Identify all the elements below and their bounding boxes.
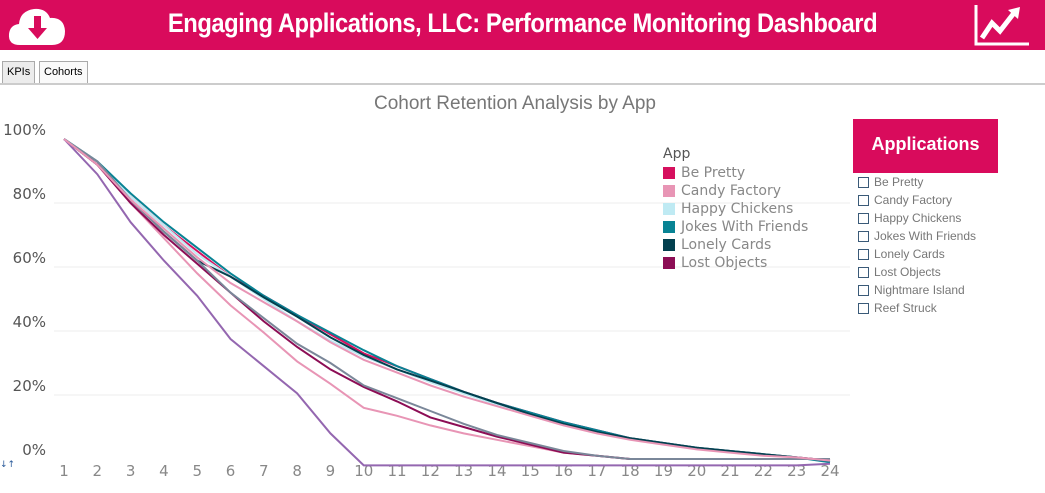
x-tick-label: 17 — [587, 462, 606, 480]
app-label: Nightmare Island — [874, 283, 965, 297]
app-checkbox[interactable] — [858, 194, 869, 206]
y-tick-label: 60% — [13, 249, 46, 267]
y-tick-label: 100% — [3, 121, 46, 139]
x-tick-label: 8 — [292, 462, 302, 480]
chart-title: Cohort Retention Analysis by App — [373, 93, 656, 114]
x-tick-label: 12 — [421, 462, 440, 480]
cloud-download-icon — [8, 8, 65, 45]
legend-label: Jokes With Friends — [681, 219, 809, 235]
x-tick-label: 5 — [192, 462, 202, 480]
legend-label: Happy Chickens — [681, 201, 794, 217]
app-filter-item[interactable]: Jokes With Friends — [858, 227, 998, 245]
app-checkbox[interactable] — [858, 302, 869, 314]
x-tick-label: 19 — [654, 462, 673, 480]
tab-cohorts[interactable]: Cohorts — [39, 61, 88, 83]
app-label: Happy Chickens — [874, 211, 962, 225]
y-tick-label: 40% — [13, 313, 46, 331]
app-filter-item[interactable]: Lost Objects — [858, 263, 998, 281]
app-label: Be Pretty — [874, 175, 924, 189]
legend-label: Lost Objects — [681, 255, 768, 271]
x-tick-label: 9 — [326, 462, 336, 480]
trend-up-icon — [974, 5, 1029, 46]
app-checkbox[interactable] — [858, 212, 869, 224]
x-tick-label: 15 — [521, 462, 540, 480]
x-tick-label: 13 — [454, 462, 473, 480]
app-filter-item[interactable]: Reef Struck — [858, 299, 998, 317]
legend-item[interactable]: Happy Chickens — [663, 200, 808, 218]
series-line[interactable] — [63, 138, 831, 467]
x-tick-label: 3 — [126, 462, 136, 480]
x-tick-label: 21 — [721, 462, 740, 480]
legend-item[interactable]: Lonely Cards — [663, 236, 808, 254]
x-tick-label: 20 — [687, 462, 706, 480]
tab-bar: KPIs Cohorts — [0, 60, 1045, 85]
legend-item[interactable]: Be Pretty — [663, 164, 808, 182]
x-tick-label: 2 — [93, 462, 103, 480]
app-checkbox[interactable] — [858, 266, 869, 278]
app-filter-item[interactable]: Happy Chickens — [858, 209, 998, 227]
applications-header: Applications — [853, 119, 998, 173]
app-label: Lonely Cards — [874, 247, 945, 261]
legend-label: Candy Factory — [681, 183, 781, 199]
legend-item[interactable]: Candy Factory — [663, 182, 808, 200]
y-tick-label: 80% — [13, 185, 46, 203]
x-tick-label: 7 — [259, 462, 269, 480]
x-tick-label: 24 — [820, 462, 839, 480]
x-tick-label: 10 — [354, 462, 373, 480]
legend-swatch — [663, 185, 675, 197]
x-tick-label: 4 — [159, 462, 169, 480]
app-checkbox[interactable] — [858, 248, 869, 260]
x-tick-label: 18 — [621, 462, 640, 480]
series-line[interactable] — [63, 138, 830, 460]
app-label: Jokes With Friends — [874, 229, 977, 243]
app-filter-item[interactable]: Nightmare Island — [858, 281, 998, 299]
y-tick-label: 20% — [13, 377, 46, 395]
app-checkbox[interactable] — [858, 176, 869, 188]
legend-swatch — [663, 257, 675, 269]
app-label: Lost Objects — [874, 265, 941, 279]
legend-label: Be Pretty — [681, 165, 746, 181]
app-filter-item[interactable]: Lonely Cards — [858, 245, 998, 263]
x-tick-label: 1 — [59, 462, 69, 480]
app-checkbox[interactable] — [858, 284, 869, 296]
legend-label: Lonely Cards — [681, 237, 772, 253]
x-tick-label: 11 — [387, 462, 406, 480]
y-tick-label: 0% — [22, 441, 46, 459]
header-banner: Engaging Applications, LLC: Performance … — [0, 0, 1045, 50]
x-tick-label: 14 — [487, 462, 506, 480]
legend-swatch — [663, 167, 675, 179]
legend-title: App — [663, 146, 691, 162]
legend-swatch — [663, 239, 675, 251]
x-tick-label: 22 — [754, 462, 773, 480]
tab-kpis[interactable]: KPIs — [2, 61, 36, 83]
x-tick-label: 6 — [226, 462, 236, 480]
app-checkbox[interactable] — [858, 230, 869, 242]
legend-swatch — [663, 221, 675, 233]
app-label: Candy Factory — [874, 193, 953, 207]
legend-item[interactable]: Lost Objects — [663, 254, 808, 272]
dashboard-title: Engaging Applications, LLC: Performance … — [167, 8, 878, 38]
x-tick-label: 16 — [554, 462, 573, 480]
series-line[interactable] — [63, 138, 831, 462]
app-label: Reef Struck — [874, 301, 937, 315]
legend-swatch — [663, 203, 675, 215]
sort-icon[interactable]: ↓↑ — [0, 460, 16, 470]
app-filter-item[interactable]: Be Pretty — [858, 173, 998, 191]
chart-legend: App Be Pretty Candy Factory Happy Chickens… — [663, 146, 808, 272]
app-filter-item[interactable]: Candy Factory — [858, 191, 998, 209]
legend-item[interactable]: Jokes With Friends — [663, 218, 808, 236]
applications-panel: Applications Be Pretty Candy Factory Happy… — [853, 119, 998, 317]
x-tick-label: 23 — [787, 462, 806, 480]
retention-chart: 0%20%40%60%80%100%1 2 3 4 5 6 7 8 9 10 11 12 13 14 15 1… — [3, 121, 850, 480]
